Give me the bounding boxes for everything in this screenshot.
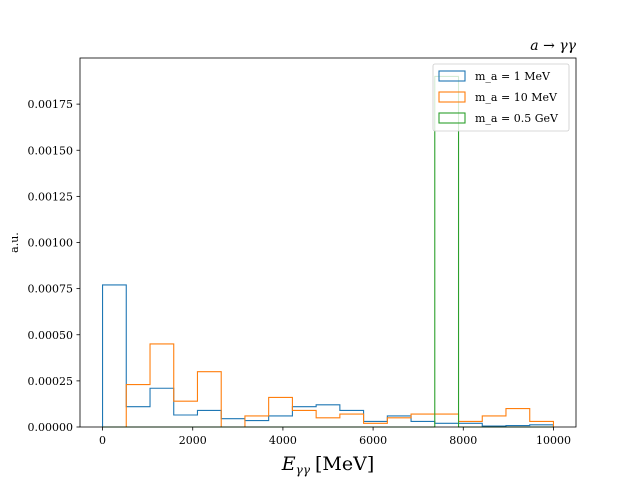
histogram-series-2 bbox=[102, 343, 554, 428]
x-tick-label: 2000 bbox=[179, 434, 207, 447]
legend-entries: m_a = 1 MeV m_a = 10 MeV m_a = 0.5 GeV bbox=[438, 70, 559, 125]
x-axis-title-unit: [MeV] bbox=[315, 453, 374, 475]
y-tick-label: 0.00025 bbox=[28, 375, 74, 388]
y-axis-ticks: 0.00000 0.00025 0.00050 0.00075 0.00100 0.001… bbox=[28, 98, 80, 434]
y-tick-label: 0.00125 bbox=[28, 190, 74, 203]
legend-label: m_a = 0.5 GeV bbox=[475, 112, 559, 125]
x-tick-label: 10000 bbox=[536, 434, 571, 447]
x-axis-title: Eγγ [MeV] bbox=[281, 453, 374, 477]
x-tick-label: 0 bbox=[99, 434, 106, 447]
x-tick-label: 8000 bbox=[449, 434, 477, 447]
legend: m_a = 1 MeV m_a = 10 MeV m_a = 0.5 GeV bbox=[432, 63, 570, 132]
y-axis-title: a.u. bbox=[8, 232, 21, 253]
legend-box bbox=[432, 63, 570, 132]
y-tick-label: 0.00075 bbox=[28, 283, 74, 296]
histogram-series-1 bbox=[102, 284, 554, 427]
y-tick-label: 0.00150 bbox=[28, 144, 74, 157]
legend-swatch bbox=[438, 112, 466, 124]
x-tick-label: 4000 bbox=[269, 434, 297, 447]
x-axis-ticks: 0 2000 4000 6000 8000 10000 bbox=[99, 427, 571, 447]
legend-label: m_a = 10 MeV bbox=[475, 91, 558, 104]
y-tick-label: 0.00000 bbox=[28, 421, 74, 434]
legend-label: m_a = 1 MeV bbox=[475, 70, 551, 83]
x-axis-title-sub: γγ bbox=[296, 463, 311, 477]
x-axis-title-main: E bbox=[281, 453, 296, 475]
legend-swatch bbox=[438, 91, 466, 103]
y-tick-label: 0.00050 bbox=[28, 329, 74, 342]
chart-title: a → γγ bbox=[530, 38, 576, 54]
y-tick-label: 0.00100 bbox=[28, 237, 74, 250]
y-tick-label: 0.00175 bbox=[28, 98, 74, 111]
x-tick-label: 6000 bbox=[359, 434, 387, 447]
legend-swatch bbox=[438, 70, 466, 82]
